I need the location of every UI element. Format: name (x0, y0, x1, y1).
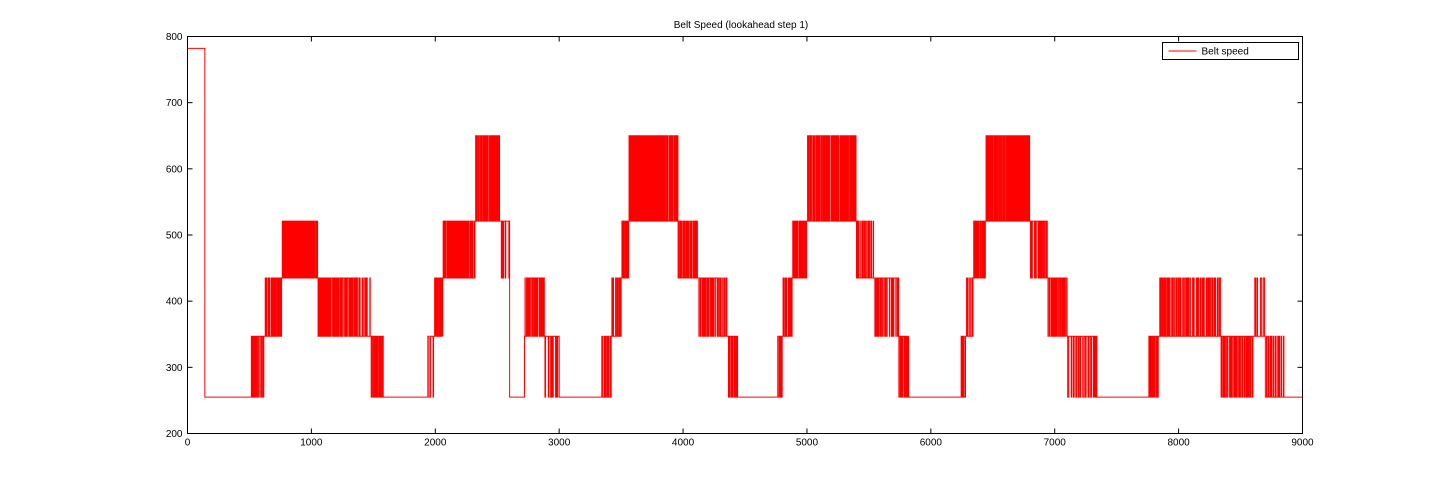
x-tick-label: 1000 (300, 438, 323, 449)
y-tick-label: 400 (166, 297, 183, 308)
x-tick-label: 8000 (1167, 438, 1190, 449)
x-tick-label: 9000 (1291, 438, 1314, 449)
x-tick-label: 0 (185, 438, 191, 449)
y-tick-label: 800 (166, 32, 183, 43)
y-tick-label: 500 (166, 231, 183, 242)
x-tick-label: 4000 (672, 438, 695, 449)
x-tick-label: 5000 (796, 438, 819, 449)
y-tick-label: 600 (166, 164, 183, 175)
y-tick-label: 200 (166, 429, 183, 440)
series-line-belt-speed (187, 47, 1303, 398)
x-tick-label: 7000 (1044, 438, 1067, 449)
plot-area (187, 36, 1303, 434)
axis-layer: 0 1000 2000 3000 4000 5000 6000 7000 8000 9000 200… (166, 32, 1314, 449)
y-tick-label: 700 (166, 98, 183, 109)
x-tick-label: 2000 (424, 438, 447, 449)
x-tick-label: 3000 (548, 438, 571, 449)
chart-title: Belt Speed (lookahead step 1) (674, 20, 809, 31)
y-tick-label: 300 (166, 363, 183, 374)
legend-box (1162, 42, 1299, 60)
data-layer (187, 47, 1303, 398)
x-tick-label: 6000 (920, 438, 943, 449)
legend-label: Belt speed (1202, 47, 1249, 58)
legend: Belt speed (1162, 42, 1299, 60)
